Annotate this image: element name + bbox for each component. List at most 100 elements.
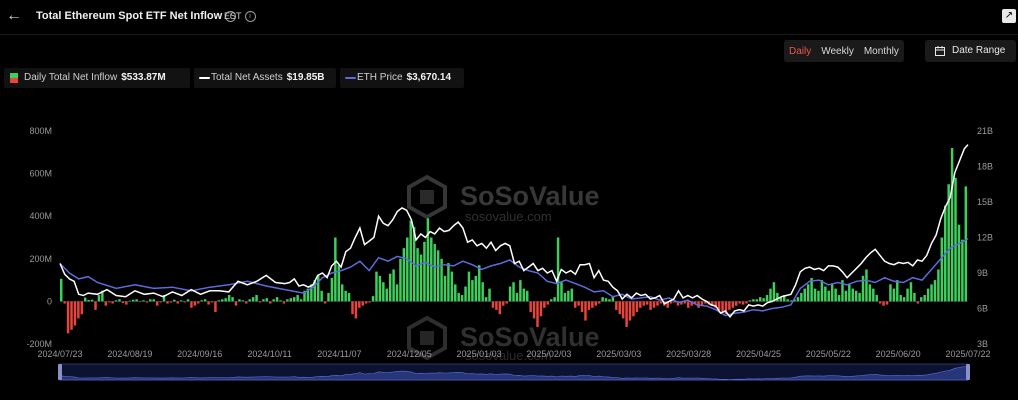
x-tick-label: 2024/10/11 [247, 349, 291, 359]
inflow-bar [388, 273, 392, 302]
inflow-bar [210, 301, 214, 303]
inflow-bar [162, 295, 166, 302]
inflow-bar [395, 284, 399, 302]
inflow-bar [597, 301, 601, 304]
inflow-bar [639, 301, 642, 308]
inflow-bar [375, 271, 378, 302]
y-left-tick-label: 0 [47, 296, 52, 306]
inflow-bar [293, 297, 296, 302]
inflow-bar [800, 292, 803, 302]
inflow-bar [70, 301, 73, 330]
white-line-legend-icon [199, 77, 210, 79]
title-info-icon[interactable]: i [225, 10, 237, 22]
inflow-bar [642, 301, 645, 306]
inflow-bar [786, 299, 789, 302]
inflow-bar [464, 286, 467, 302]
date-range-button[interactable]: Date Range [925, 40, 1016, 62]
inflow-bar [789, 300, 793, 302]
inflow-bar [289, 298, 293, 302]
inflow-bar [327, 292, 330, 302]
inflow-bar [611, 296, 615, 302]
inflow-bar [577, 301, 580, 306]
inflow-bar [269, 301, 272, 304]
back-arrow-icon[interactable]: ← [6, 7, 22, 24]
inflow-bar [920, 297, 923, 302]
inflow-bar [101, 290, 104, 302]
inflow-bar [361, 301, 364, 306]
inflow-bar [830, 284, 834, 302]
inflow-bar [940, 237, 944, 302]
inflow-bar [351, 301, 354, 315]
inflow-bar [406, 237, 409, 302]
inflow-bar [443, 275, 447, 302]
inflow-bar [320, 290, 323, 302]
inflow-bar [135, 299, 138, 302]
inflow-bar [724, 301, 728, 315]
inflow-bar [63, 301, 66, 304]
x-tick-label: 2025/05/22 [806, 349, 851, 359]
tab-monthly[interactable]: Monthly [863, 45, 899, 57]
legend-value: $19.85B [286, 72, 325, 83]
interval-tabs: Daily Weekly Monthly [784, 40, 904, 62]
inflow-bar [649, 301, 652, 310]
inflow-bar [711, 301, 714, 306]
y-right-tick-label: 9B [977, 268, 988, 278]
inflow-bar [255, 295, 258, 302]
inflow-bar [837, 295, 841, 302]
inflow-bar [553, 297, 556, 302]
inflow-bar [621, 301, 625, 319]
inflow-bar [104, 301, 108, 306]
inflow-bar [741, 301, 745, 305]
inflow-bar [844, 290, 848, 302]
inflow-bar [313, 280, 317, 302]
inflow-bar [474, 275, 478, 302]
inflow-bar [803, 288, 806, 302]
share-icon[interactable]: ↗ [1002, 9, 1016, 23]
inflow-bar [690, 301, 693, 306]
inflow-bar [556, 237, 560, 302]
y-left-tick-label: 200M [29, 254, 52, 264]
inflow-bar [118, 299, 121, 302]
inflow-bar [200, 300, 203, 302]
inflow-bar [717, 301, 721, 310]
inflow-bar [193, 301, 197, 306]
inflow-bar [227, 295, 231, 302]
inflow-bar [851, 288, 854, 302]
range-navigator[interactable] [58, 363, 970, 381]
watermark-url: sosovalue.com [465, 348, 552, 363]
legend-daily-inflow[interactable]: Daily Total Net Inflow $533.87M [4, 68, 190, 88]
inflow-bar [323, 301, 327, 304]
inflow-bar [214, 301, 217, 313]
inflow-bar [207, 301, 210, 305]
inflow-bar [73, 301, 77, 326]
inflow-bar [169, 301, 173, 303]
inflow-bar [782, 295, 786, 302]
inflow-bar [536, 301, 539, 327]
sosovalue-logo-icon [407, 174, 447, 220]
tab-daily[interactable]: Daily [789, 45, 812, 57]
inflow-bar [916, 301, 920, 304]
inflow-bar [680, 301, 683, 305]
inflow-bar [155, 301, 159, 306]
navigator-right-handle[interactable] [966, 364, 970, 380]
timezone-info-icon[interactable]: i [244, 11, 256, 23]
inflow-bar [735, 301, 738, 306]
lines-group [59, 144, 969, 319]
inflow-bar [344, 290, 347, 302]
inflow-bar [107, 301, 111, 303]
inflow-bar [628, 301, 632, 321]
inflow-bar [334, 237, 337, 302]
navigator-left-handle[interactable] [58, 364, 62, 380]
legend-label: ETH Price [357, 72, 403, 83]
inflow-bar [580, 301, 584, 313]
inflow-bar [882, 301, 885, 306]
inflow-bar [515, 292, 519, 302]
legend-total-net-assets[interactable]: Total Net Assets $19.85B [194, 68, 336, 88]
inflow-bar [964, 186, 968, 302]
inflow-bar [848, 284, 851, 302]
legend-eth-price[interactable]: ETH Price $3,670.14 [340, 68, 464, 88]
inflow-bar [508, 286, 512, 302]
tab-weekly[interactable]: Weekly [821, 45, 854, 57]
inflow-bar [721, 301, 724, 313]
inflow-bar [865, 269, 868, 302]
